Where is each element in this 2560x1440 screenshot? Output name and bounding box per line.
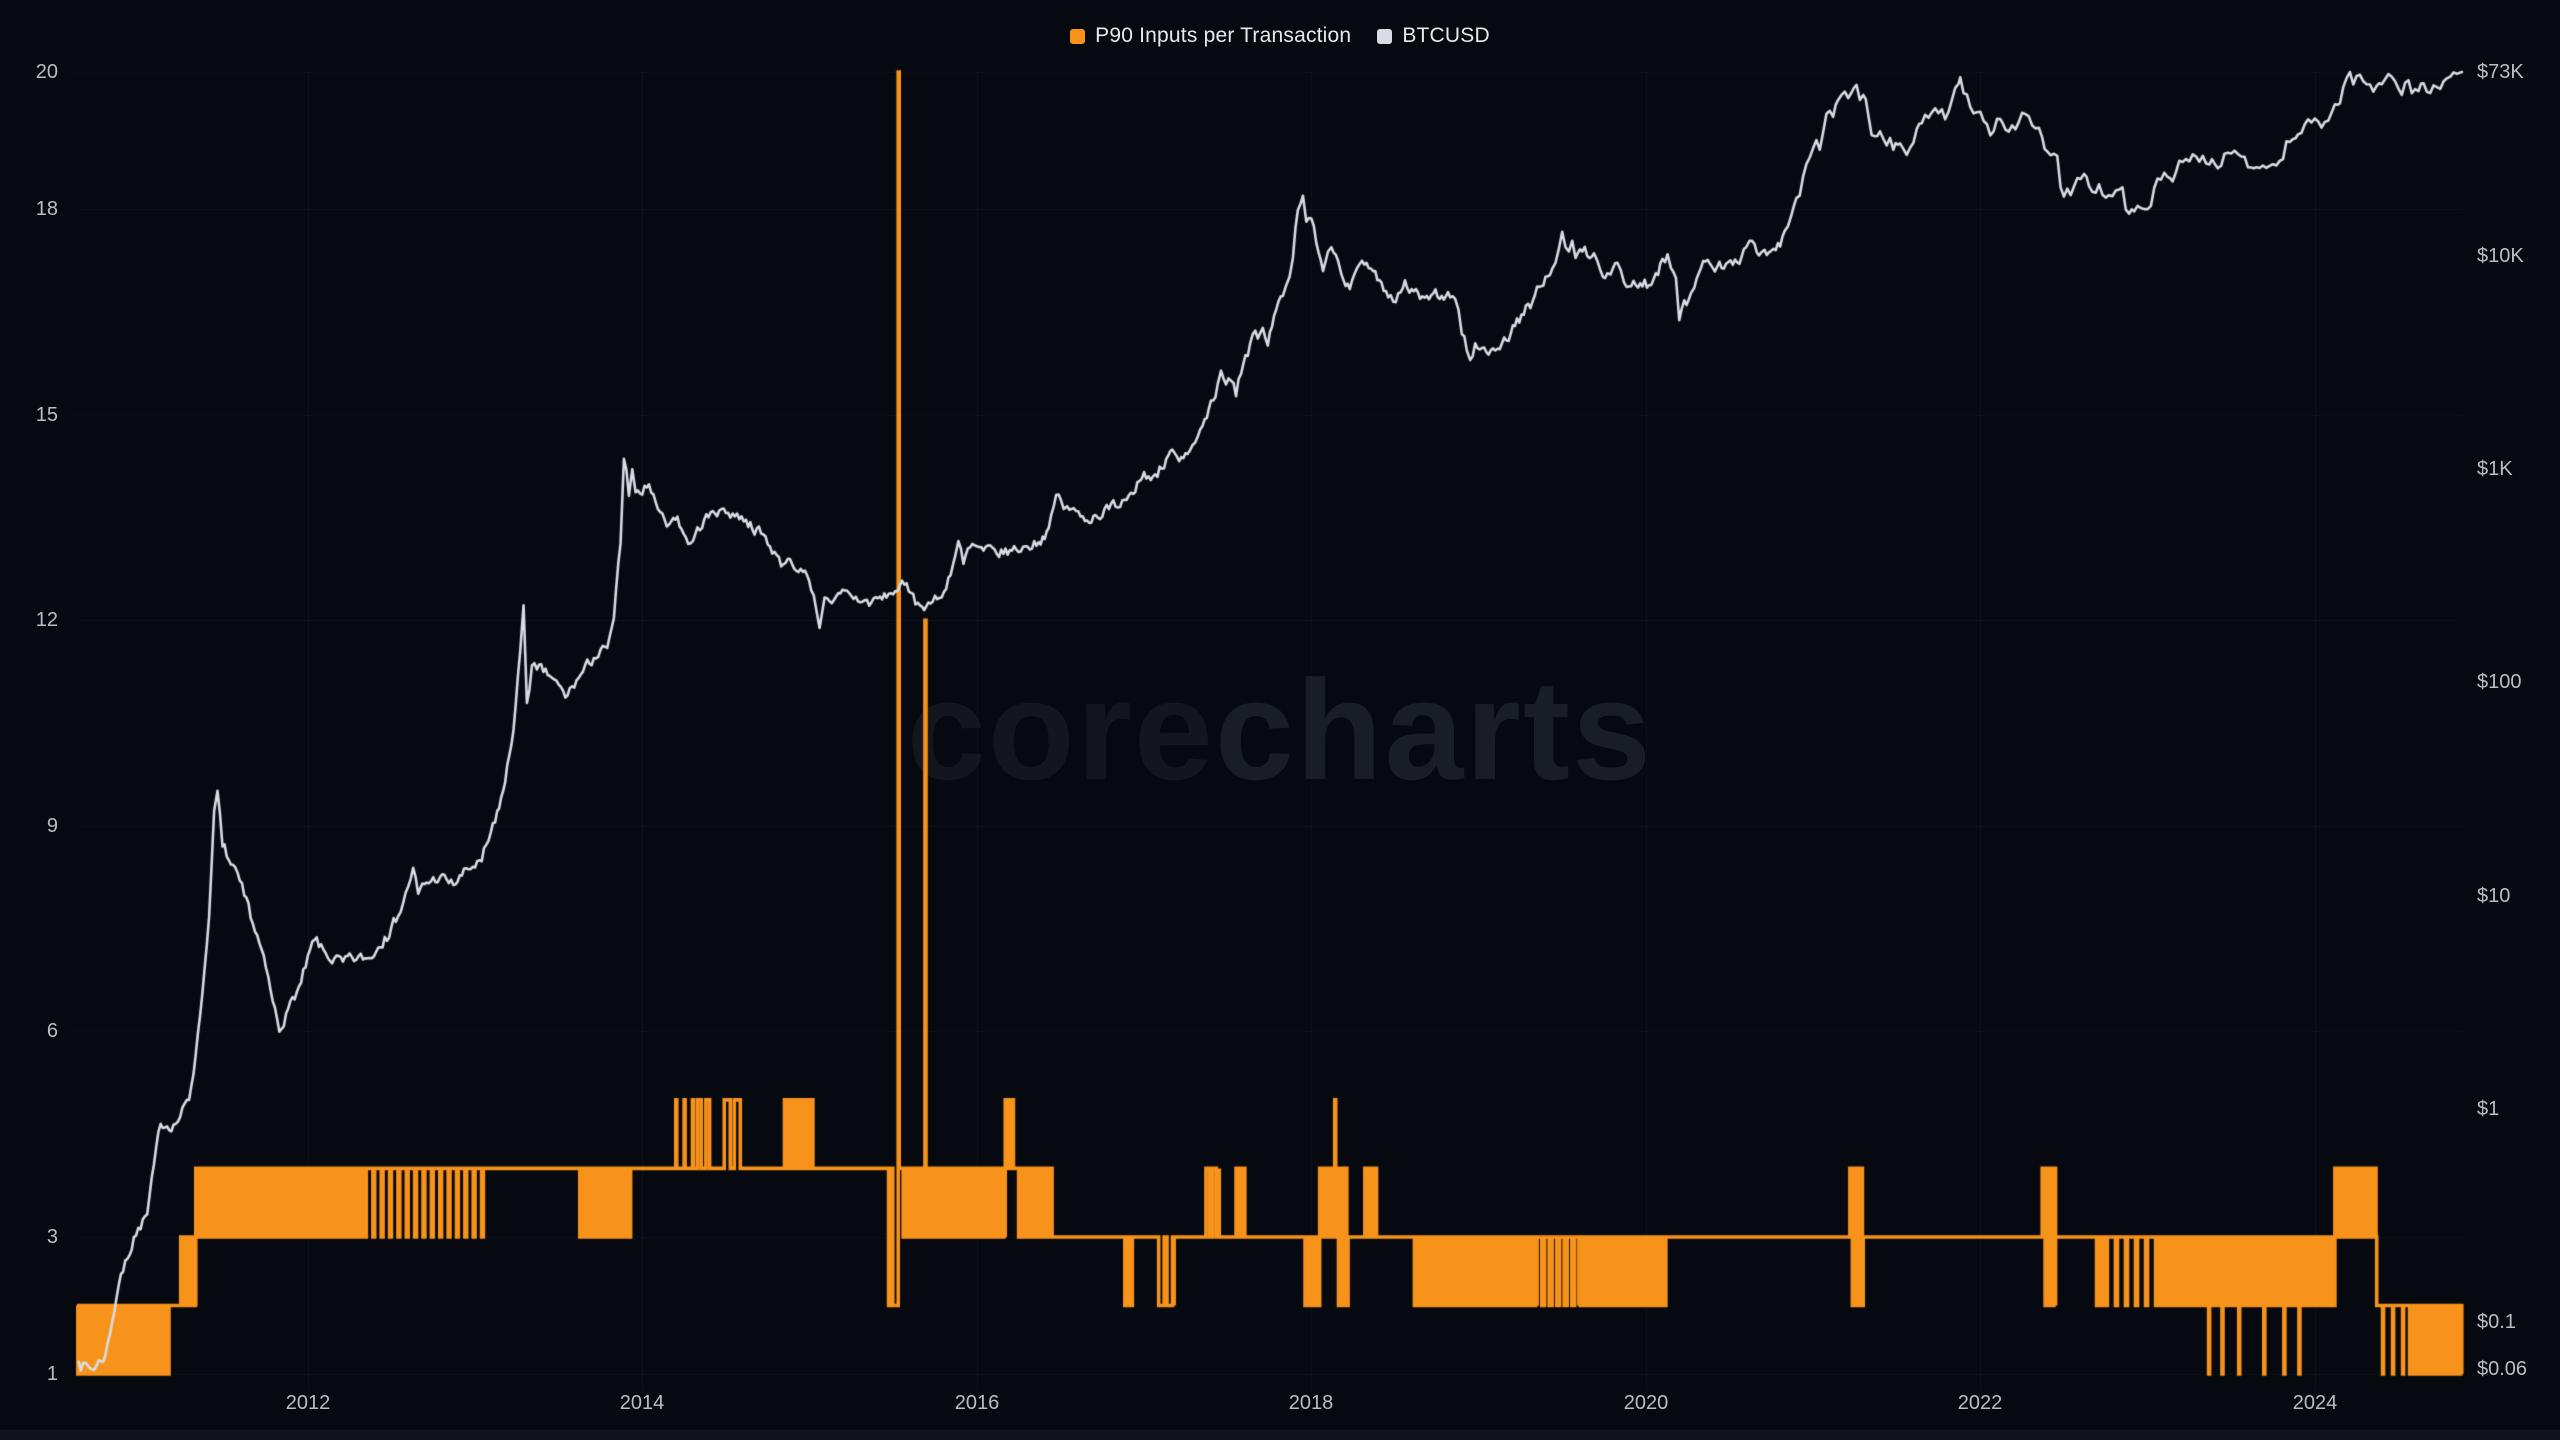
btcusd-legend-label: BTCUSD bbox=[1402, 24, 1490, 47]
x-tick-2016: 2016 bbox=[954, 1392, 1000, 1414]
y-left-tick-6: 6 bbox=[46, 1020, 58, 1042]
y-right-tick-100: $100 bbox=[2477, 671, 2522, 693]
y-right-tick-73K: $73K bbox=[2477, 61, 2524, 83]
legend-item-btcusd[interactable]: BTCUSD bbox=[1377, 24, 1490, 48]
p90-series-swatch-icon bbox=[1070, 28, 1086, 44]
chart-legend: P90 Inputs per Transaction BTCUSD bbox=[0, 24, 2560, 48]
p90-legend-label: P90 Inputs per Transaction bbox=[1095, 24, 1352, 47]
y-left-tick-18: 18 bbox=[35, 198, 58, 220]
x-tick-2014: 2014 bbox=[619, 1392, 665, 1414]
bottom-strip bbox=[0, 1430, 2560, 1440]
y-left-tick-1: 1 bbox=[46, 1363, 58, 1385]
x-tick-2022: 2022 bbox=[1957, 1392, 2003, 1414]
y-left-tick-12: 12 bbox=[35, 609, 58, 631]
x-tick-2012: 2012 bbox=[285, 1392, 331, 1414]
y-right-tick-0.06: $0.06 bbox=[2477, 1358, 2528, 1380]
y-left-tick-20: 20 bbox=[35, 61, 58, 83]
x-tick-2018: 2018 bbox=[1288, 1392, 1334, 1414]
y-left-tick-9: 9 bbox=[46, 815, 58, 837]
y-left-tick-15: 15 bbox=[35, 404, 58, 426]
btcusd-series-swatch-icon bbox=[1377, 28, 1393, 44]
y-right-tick-10K: $10K bbox=[2477, 245, 2524, 267]
y-right-tick-10: $10 bbox=[2477, 885, 2511, 907]
y-right-tick-1: $1 bbox=[2477, 1098, 2500, 1120]
y-right-tick-1K: $1K bbox=[2477, 458, 2513, 480]
y-left-tick-3: 3 bbox=[46, 1226, 58, 1248]
legend-item-p90[interactable]: P90 Inputs per Transaction bbox=[1070, 24, 1351, 48]
y-right-tick-0.1: $0.1 bbox=[2477, 1311, 2516, 1333]
x-tick-2020: 2020 bbox=[1623, 1392, 1669, 1414]
x-tick-2024: 2024 bbox=[2292, 1392, 2338, 1414]
